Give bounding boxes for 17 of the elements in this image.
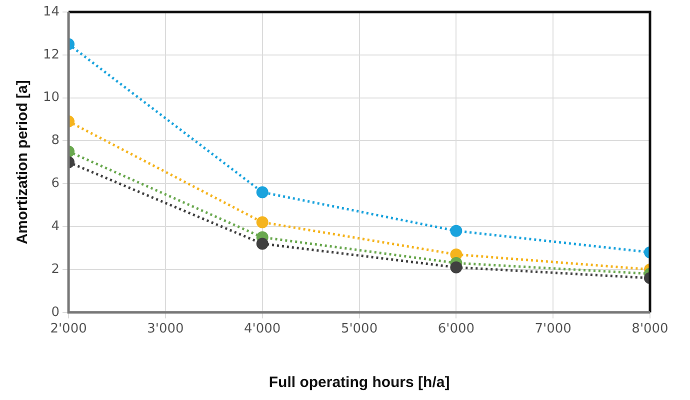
y-tick-label: 2 bbox=[51, 262, 60, 277]
y-tick-label: 12 bbox=[42, 47, 60, 62]
x-tick-label: 8'000 bbox=[632, 322, 668, 337]
y-tick-label: 10 bbox=[42, 90, 60, 106]
x-tick-label: 6'000 bbox=[438, 322, 475, 337]
y-tick-label: 8 bbox=[51, 133, 60, 148]
x-tick-label: 7'000 bbox=[534, 322, 572, 337]
x-tick-label: 4'000 bbox=[244, 322, 281, 337]
x-tick-label: 5'000 bbox=[340, 322, 378, 337]
x-tick-label: 2'000 bbox=[50, 322, 87, 337]
y-tick-label: 14 bbox=[42, 4, 60, 20]
x-tick-label: 3'000 bbox=[147, 322, 184, 337]
y-axis-title: Amortization period [a] bbox=[14, 80, 32, 244]
y-tick-label: 6 bbox=[51, 176, 60, 192]
y-tick-label: 4 bbox=[51, 218, 60, 234]
x-axis-title: Full operating hours [h/a] bbox=[268, 374, 450, 392]
y-tick-label: 0 bbox=[51, 304, 60, 320]
